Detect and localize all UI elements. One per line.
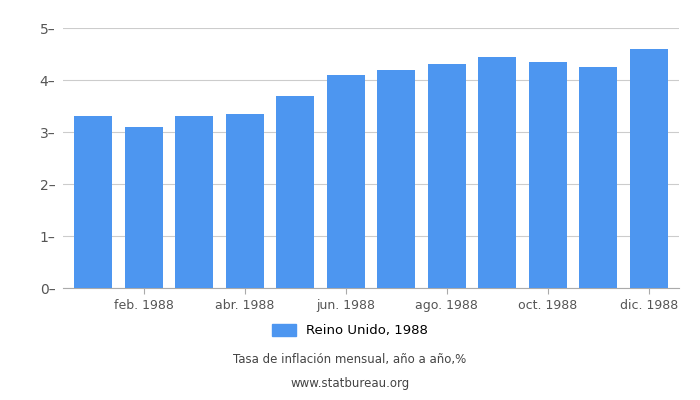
Bar bbox=[125, 127, 162, 288]
Bar bbox=[226, 114, 264, 288]
Bar bbox=[528, 62, 567, 288]
Bar bbox=[74, 116, 112, 288]
Bar bbox=[377, 70, 415, 288]
Bar bbox=[428, 64, 466, 288]
Bar bbox=[580, 67, 617, 288]
Legend: Reino Unido, 1988: Reino Unido, 1988 bbox=[267, 318, 433, 342]
Bar bbox=[276, 96, 314, 288]
Text: Tasa de inflación mensual, año a año,%: Tasa de inflación mensual, año a año,% bbox=[233, 354, 467, 366]
Bar bbox=[630, 49, 668, 288]
Text: www.statbureau.org: www.statbureau.org bbox=[290, 378, 410, 390]
Bar bbox=[175, 116, 214, 288]
Bar bbox=[327, 75, 365, 288]
Bar bbox=[478, 56, 516, 288]
